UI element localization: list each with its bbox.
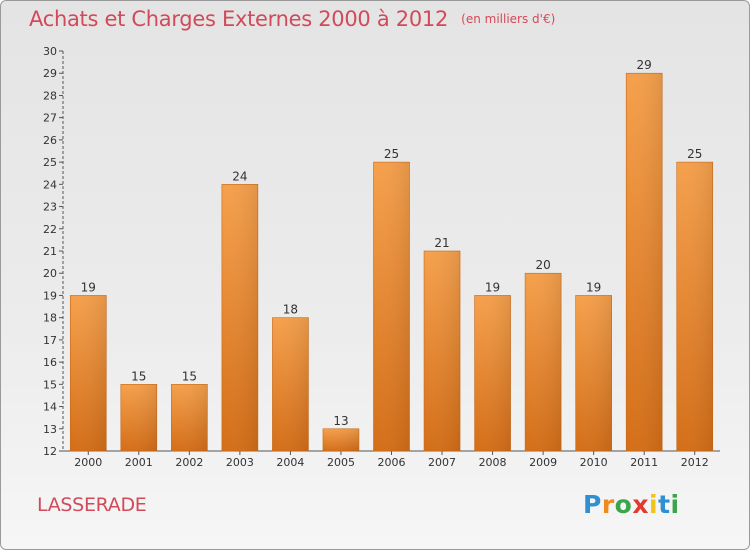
logo-letter: x <box>632 490 649 519</box>
data-label: 19 <box>586 280 601 294</box>
y-tick-label: 15 <box>43 378 57 391</box>
x-tick-label: 2007 <box>428 456 456 469</box>
title-row: Achats et Charges Externes 2000 à 2012 (… <box>29 7 555 31</box>
y-tick-label: 26 <box>43 134 57 147</box>
x-tick-label: 2003 <box>226 456 254 469</box>
y-tick-label: 23 <box>43 201 57 214</box>
bar-shade <box>676 162 713 451</box>
data-label: 18 <box>283 303 298 317</box>
y-tick-label: 21 <box>43 245 57 258</box>
bar-shade <box>272 317 309 451</box>
chart-subtitle: (en milliers d'€) <box>461 12 556 26</box>
bar-shade <box>626 73 663 451</box>
proxiti-logo: Proxiti <box>583 490 680 519</box>
bar-shade <box>171 384 208 451</box>
bar-shade <box>474 295 511 451</box>
x-tick-label: 2004 <box>276 456 304 469</box>
x-tick-label: 2005 <box>327 456 355 469</box>
data-label: 20 <box>535 258 550 272</box>
x-tick-label: 2002 <box>175 456 203 469</box>
data-label: 24 <box>232 169 247 183</box>
data-label: 15 <box>131 369 146 383</box>
logo-letter: r <box>601 490 615 519</box>
bar-shade <box>373 162 410 451</box>
data-label: 25 <box>384 147 399 161</box>
bar-shade <box>221 184 258 452</box>
x-tick-label: 2010 <box>580 456 608 469</box>
bar-shade <box>424 251 461 451</box>
data-label: 29 <box>637 58 652 72</box>
y-tick-label: 22 <box>43 223 57 236</box>
x-tick-label: 2011 <box>630 456 658 469</box>
data-label: 15 <box>182 369 197 383</box>
data-label: 21 <box>434 236 449 250</box>
y-tick-label: 30 <box>43 45 57 58</box>
y-tick-label: 28 <box>43 89 57 102</box>
x-tick-label: 2012 <box>681 456 709 469</box>
bar-shade <box>120 384 157 451</box>
data-label: 25 <box>687 147 702 161</box>
commune-name: LASSERADE <box>37 494 147 516</box>
logo-letter: t <box>658 490 671 519</box>
bar-shade <box>70 295 107 451</box>
x-tick-label: 2006 <box>378 456 406 469</box>
data-label: 13 <box>333 414 348 428</box>
y-tick-label: 13 <box>43 423 57 436</box>
labels: 19 15 15 24 18 13 25 21 19 20 19 29 25 <box>81 58 703 428</box>
logo-letter: P <box>583 490 602 519</box>
data-label: 19 <box>485 280 500 294</box>
logo-letter: i <box>670 490 680 519</box>
bars <box>69 72 714 452</box>
logo-letter: o <box>614 490 633 519</box>
bar-shade <box>322 428 359 451</box>
data-label: 19 <box>81 280 96 294</box>
y-tick-label: 27 <box>43 112 57 125</box>
y-tick-label: 17 <box>43 334 57 347</box>
y-tick-label: 20 <box>43 267 57 280</box>
y-tick-label: 12 <box>43 445 57 458</box>
y-tick-label: 16 <box>43 356 57 369</box>
y-tick-label: 14 <box>43 401 57 414</box>
logo-letter: i <box>649 490 659 519</box>
y-tick-label: 24 <box>43 178 57 191</box>
bar-shade <box>575 295 612 451</box>
y-tick-label: 25 <box>43 156 57 169</box>
bar-shade <box>525 273 562 451</box>
x-tick-label: 2001 <box>125 456 153 469</box>
x-tick-label: 2000 <box>74 456 102 469</box>
y-tick-label: 19 <box>43 289 57 302</box>
x-tick-label: 2008 <box>479 456 507 469</box>
y-tick-label: 29 <box>43 67 57 80</box>
x-tick-label: 2009 <box>529 456 557 469</box>
chart-title: Achats et Charges Externes 2000 à 2012 <box>29 7 449 31</box>
y-tick-label: 18 <box>43 312 57 325</box>
